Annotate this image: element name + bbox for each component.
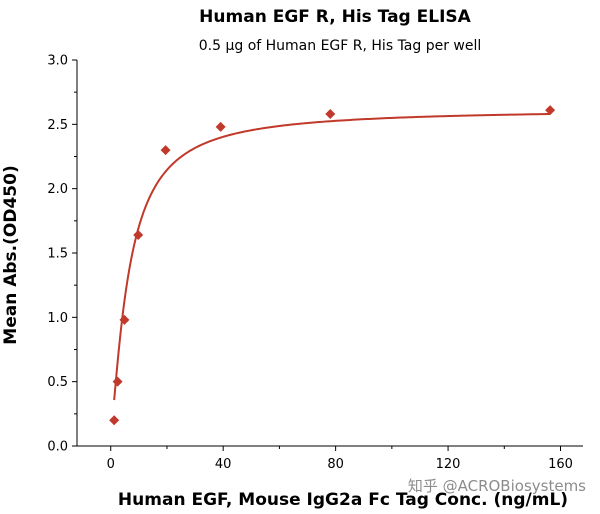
y-tick-label: 1.0 <box>47 311 68 326</box>
data-point <box>545 105 556 116</box>
chart-subtitle: 0.5 µg of Human EGF R, His Tag per well <box>199 38 482 54</box>
fit-curve <box>113 113 551 401</box>
y-tick-label: 2.0 <box>47 182 68 197</box>
y-tick-label: 0.0 <box>47 440 68 455</box>
x-tick-label: 0 <box>107 457 115 472</box>
data-point <box>112 376 123 387</box>
y-axis-label: Mean Abs.(OD450) <box>1 165 21 344</box>
data-point <box>133 229 144 240</box>
y-tick-label: 2.5 <box>47 118 68 133</box>
chart-title: Human EGF R, His Tag ELISA <box>199 7 471 27</box>
data-point <box>325 109 336 120</box>
data-point <box>160 145 171 156</box>
x-tick-label: 40 <box>215 457 232 472</box>
x-tick-label: 80 <box>327 457 344 472</box>
y-tick-label: 0.5 <box>47 375 68 390</box>
data-point <box>109 415 120 426</box>
y-tick-label: 3.0 <box>47 54 68 69</box>
x-tick-label: 160 <box>548 457 573 472</box>
y-tick-label: 1.5 <box>47 247 68 262</box>
x-tick-label: 120 <box>436 457 461 472</box>
tick-marks: 0.0 0.5 1.0 1.5 2.0 2.5 3.0 0 40 80 120 160 <box>47 54 573 473</box>
fit-curve-group <box>113 113 551 401</box>
x-axis-label: Human EGF, Mouse IgG2a Fc Tag Conc. (ng/… <box>118 490 568 510</box>
data-point <box>215 121 226 132</box>
data-points <box>109 105 556 426</box>
data-point <box>119 314 130 325</box>
watermark: 知乎 @ACROBiosystems <box>408 477 586 495</box>
